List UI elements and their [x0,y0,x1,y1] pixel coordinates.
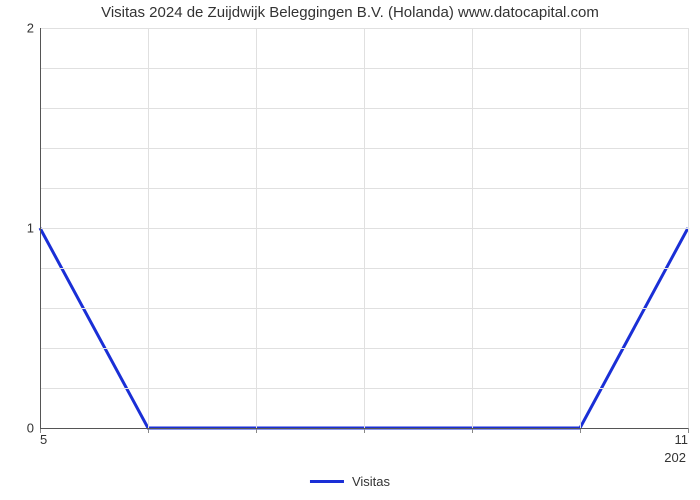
plot-area: 012511 [40,28,688,428]
gridline-v [580,28,581,428]
x-tick [688,428,689,433]
x-tick-label-right: 11 [675,432,689,447]
chart-container: Visitas 2024 de Zuijdwijk Beleggingen B.… [0,0,700,500]
legend: Visitas [310,474,390,489]
gridline-v [364,28,365,428]
x-secondary-label: 202 [664,450,686,465]
x-axis-line [40,428,688,429]
x-tick-label-left: 5 [40,432,47,447]
y-tick-label: 1 [27,221,34,236]
gridline-v [472,28,473,428]
gridline-v [688,28,689,428]
legend-label: Visitas [352,474,390,489]
gridline-v [256,28,257,428]
y-tick-label: 2 [27,21,34,36]
chart-title: Visitas 2024 de Zuijdwijk Beleggingen B.… [0,4,700,21]
legend-swatch [310,480,344,483]
y-tick-label: 0 [27,421,34,436]
gridline-v [148,28,149,428]
y-axis-line [40,28,41,428]
